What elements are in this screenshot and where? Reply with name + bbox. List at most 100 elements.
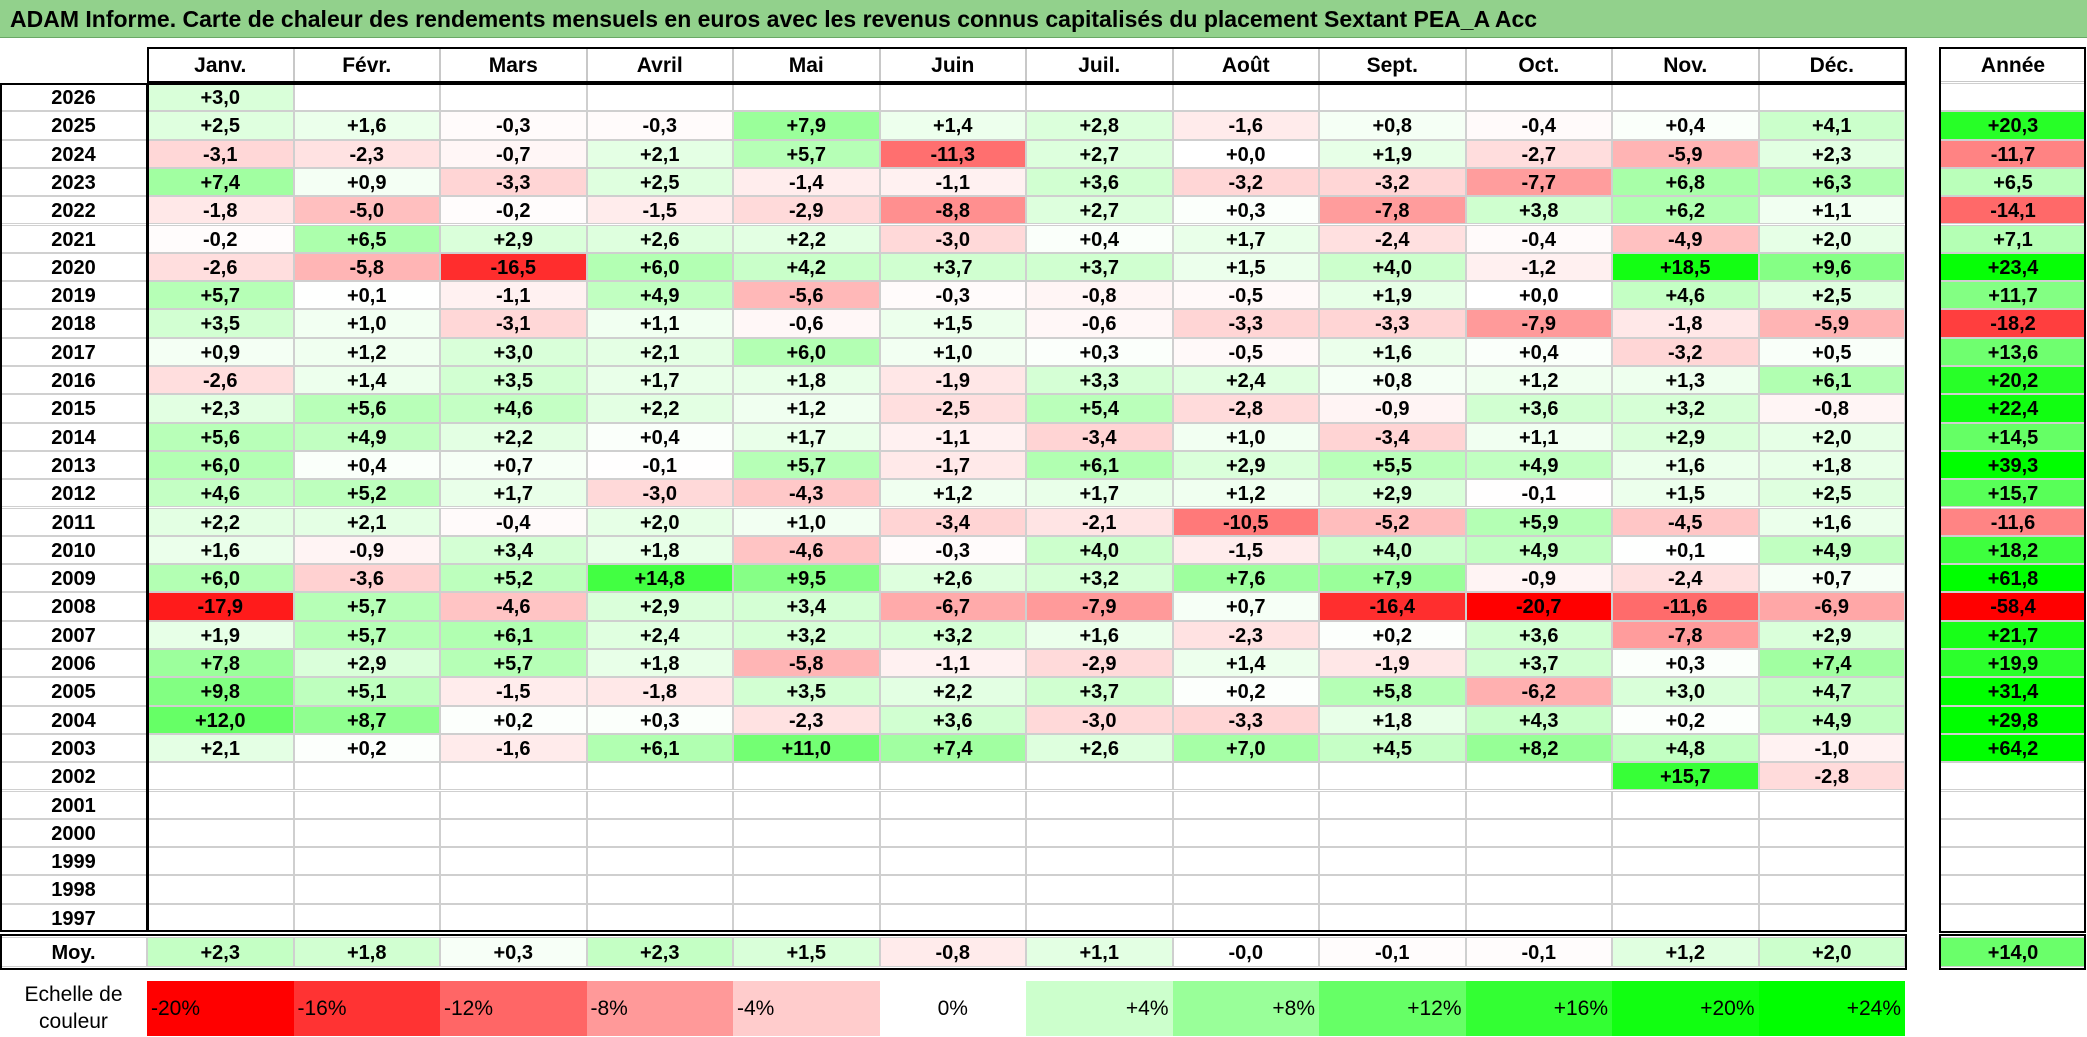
heatmap-cell: -1,5 [586,196,733,225]
heatmap-cell: +6,1 [586,733,733,763]
heatmap-cell: +4,0 [1319,252,1466,282]
heatmap-cell [293,903,440,932]
heatmap-cell [1612,790,1759,819]
year-total-cell: -11,6 [1940,507,2086,536]
heatmap-cell: -5,0 [293,196,440,225]
heatmap-cell: +0,2 [1172,677,1319,706]
heatmap-cell: -0,5 [1172,337,1319,366]
heatmap-cell: -2,8 [1172,394,1319,423]
month-header: Janv. [147,47,294,82]
heatmap-cell: +6,0 [147,450,294,480]
heatmap-cell: +2,4 [586,620,733,649]
heatmap-cell: +2,9 [1758,620,1905,649]
year-total-cell [1940,762,2086,791]
heatmap-cell: +3,8 [1465,196,1612,225]
heatmap-cell: -2,7 [1465,139,1612,168]
heatmap-cell: -1,5 [440,677,587,706]
year-label: 2021 [0,224,147,253]
heatmap-cell: +4,6 [147,479,294,508]
heatmap-cell: +2,9 [1172,450,1319,480]
heatmap-cell: +4,0 [1026,535,1173,565]
heatmap-cell: +1,5 [1612,479,1759,508]
average-cell: +1,5 [733,937,880,967]
heatmap-cell: -2,6 [147,366,294,395]
year-label: 1997 [0,903,147,932]
month-header: Sept. [1319,47,1466,82]
heatmap-cell: +2,2 [440,422,587,451]
heatmap-cell: -3,1 [440,309,587,338]
heatmap-cell: +3,6 [1026,167,1173,197]
heatmap-cell: +1,2 [1172,479,1319,508]
heatmap-cell: -2,9 [1026,649,1173,678]
heatmap-cell: +4,9 [1758,705,1905,734]
heatmap-cell [1026,790,1173,819]
heatmap-cell: +6,0 [147,564,294,593]
year-label: 2014 [0,422,147,451]
month-header: Juil. [1026,47,1173,82]
year-total-cell: +15,7 [1940,479,2086,508]
heatmap-cell: -1,4 [733,167,880,197]
heatmap-cell: -2,6 [147,252,294,282]
heatmap-cell: -0,8 [1026,281,1173,310]
heatmap-cell [1465,818,1612,848]
heatmap-cell: +7,4 [147,167,294,197]
heatmap-cell: -0,9 [1465,564,1612,593]
heatmap-cell: -3,3 [1319,309,1466,338]
heatmap-cell: +12,0 [147,705,294,734]
heatmap-cell [733,875,880,904]
heatmap-cell: -3,0 [586,479,733,508]
legend-swatch: +12% [1319,981,1466,1036]
heatmap-cell [879,762,1026,791]
heatmap-cell: +0,2 [1319,620,1466,649]
legend-swatch: -16% [293,981,440,1036]
heatmap-cell: +0,4 [1465,337,1612,366]
heatmap-cell: +5,5 [1319,450,1466,480]
heatmap-cell: +0,9 [293,167,440,197]
year-label: 2026 [0,83,147,112]
heatmap-cell: -0,4 [440,507,587,536]
heatmap-cell: -0,4 [1465,224,1612,253]
legend-swatch: +16% [1465,981,1612,1036]
heatmap-cell: +1,2 [293,337,440,366]
heatmap-cell [440,83,587,112]
heatmap-cell [733,790,880,819]
heatmap-cell [586,903,733,932]
heatmap-cell: -3,2 [1172,167,1319,197]
heatmap-cell: +0,8 [1319,366,1466,395]
year-total-cell [1940,875,2086,904]
heatmap-cell [440,790,587,819]
heatmap-cell: +0,2 [440,705,587,734]
heatmap-cell: +2,1 [586,139,733,168]
heatmap-cell: -1,0 [1758,733,1905,763]
year-label: 2010 [0,535,147,565]
month-header: Août [1172,47,1319,82]
year-label: 2006 [0,649,147,678]
heatmap-cell: +2,2 [733,224,880,253]
heatmap-cell [586,83,733,112]
year-total-cell: +14,5 [1940,422,2086,451]
heatmap-cell: -5,8 [293,252,440,282]
year-label: 2013 [0,450,147,480]
heatmap-cell: -2,3 [733,705,880,734]
heatmap-cell: +2,7 [1026,139,1173,168]
year-label: 2017 [0,337,147,366]
year-label: 2002 [0,762,147,791]
year-total-cell: +7,1 [1940,224,2086,253]
heatmap-cell: -5,6 [733,281,880,310]
average-cell: +2,3 [586,937,733,967]
legend-swatch: -4% [733,981,880,1036]
heatmap-cell: +1,1 [1758,196,1905,225]
heatmap-cell: -3,4 [1026,422,1173,451]
heatmap-cell: +5,2 [293,479,440,508]
heatmap-cell: -6,2 [1465,677,1612,706]
year-label: 2008 [0,592,147,621]
legend-swatch: -20% [147,981,294,1036]
heatmap-cell: +2,4 [1172,366,1319,395]
average-cell: -0,8 [879,937,1026,967]
heatmap-cell: +3,5 [147,309,294,338]
heatmap-cell [1319,790,1466,819]
heatmap-cell: -3,3 [1172,309,1319,338]
heatmap-cell: +2,5 [147,111,294,140]
heatmap-cell: -3,1 [147,139,294,168]
heatmap-cell: +3,4 [440,535,587,565]
